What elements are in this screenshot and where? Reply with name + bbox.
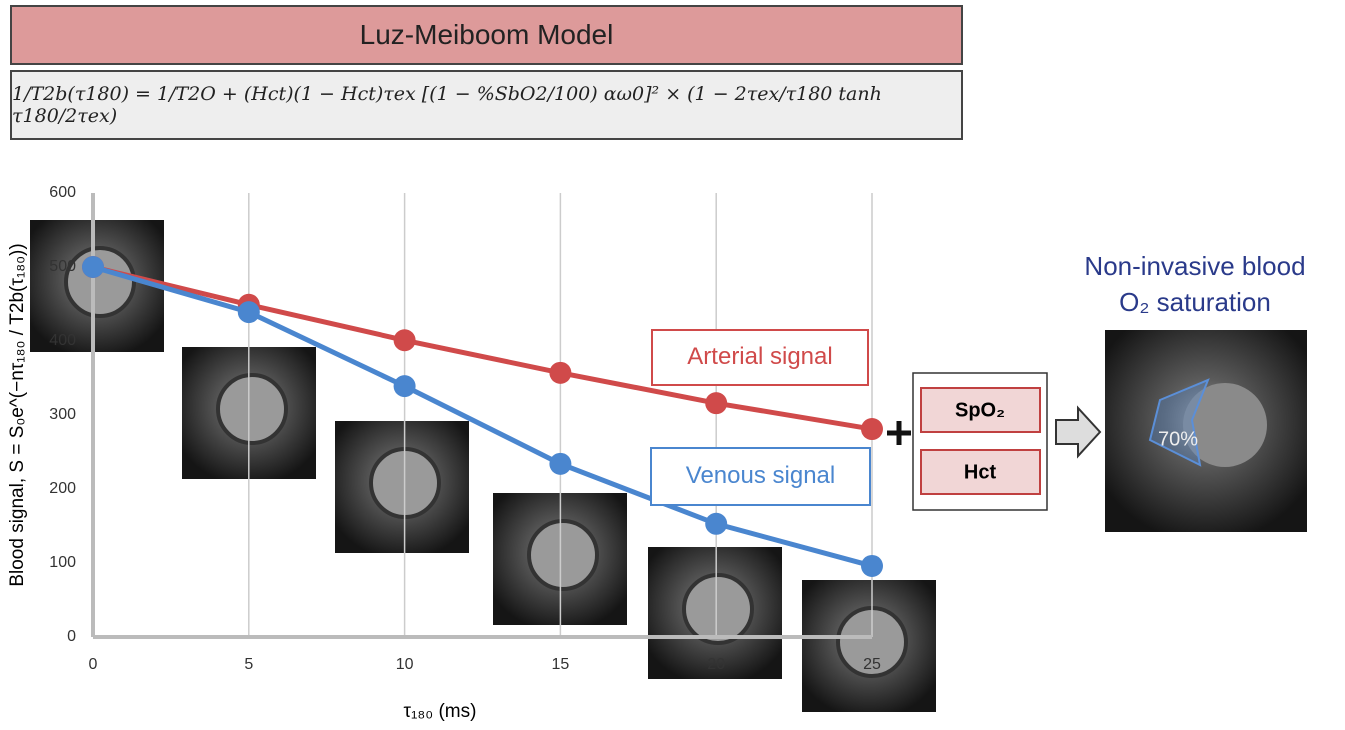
y-tick-label: 600 [49, 184, 76, 201]
x-tick-label: 15 [552, 656, 570, 673]
y-tick-label: 0 [67, 628, 76, 645]
data-point [549, 453, 571, 475]
plus-sign [887, 421, 911, 445]
saturation-label: 70% [1158, 428, 1198, 450]
y-tick-label: 100 [49, 554, 76, 571]
mri-image [218, 375, 286, 443]
data-point [549, 362, 571, 384]
series-label: Venous signal [686, 462, 835, 489]
x-tick-label: 20 [707, 656, 725, 673]
y-tick-label: 400 [49, 332, 76, 349]
arrow [1056, 408, 1100, 456]
data-point [394, 329, 416, 351]
input-label: Hct [964, 461, 997, 483]
y-tick-label: 500 [49, 258, 76, 275]
y-tick-label: 300 [49, 406, 76, 423]
data-point [861, 418, 883, 440]
x-tick-label: 0 [89, 656, 98, 673]
mri-image [529, 521, 597, 589]
result-title: Non-invasive blood [1084, 251, 1305, 281]
data-point [861, 555, 883, 577]
mri-image [684, 575, 752, 643]
page: Luz-Meiboom Model 1/T2b(τ180) = 1/T2O + … [0, 0, 1345, 730]
data-point [705, 513, 727, 535]
x-tick-label: 5 [244, 656, 253, 673]
data-point [238, 301, 260, 323]
chart: 0 5 10 15 20 25 0 100 200 300 400 500 600 τ₁₈₀ (ms) Bl… [0, 0, 1345, 730]
y-axis-label: Blood signal, S = S₀e^(−nτ₁₈₀ / T2b(τ₁₈₀… [7, 243, 28, 586]
data-point [82, 256, 104, 278]
x-tick-label: 25 [863, 656, 881, 673]
y-tick-label: 200 [49, 480, 76, 497]
result-title: O₂ saturation [1119, 287, 1271, 317]
series-label: Arterial signal [687, 343, 832, 370]
data-point [705, 392, 727, 414]
input-label: SpO₂ [955, 399, 1005, 421]
data-point [394, 375, 416, 397]
x-axis-label: τ₁₈₀ (ms) [404, 701, 477, 722]
mri-image [66, 248, 134, 316]
x-tick-label: 10 [396, 656, 414, 673]
